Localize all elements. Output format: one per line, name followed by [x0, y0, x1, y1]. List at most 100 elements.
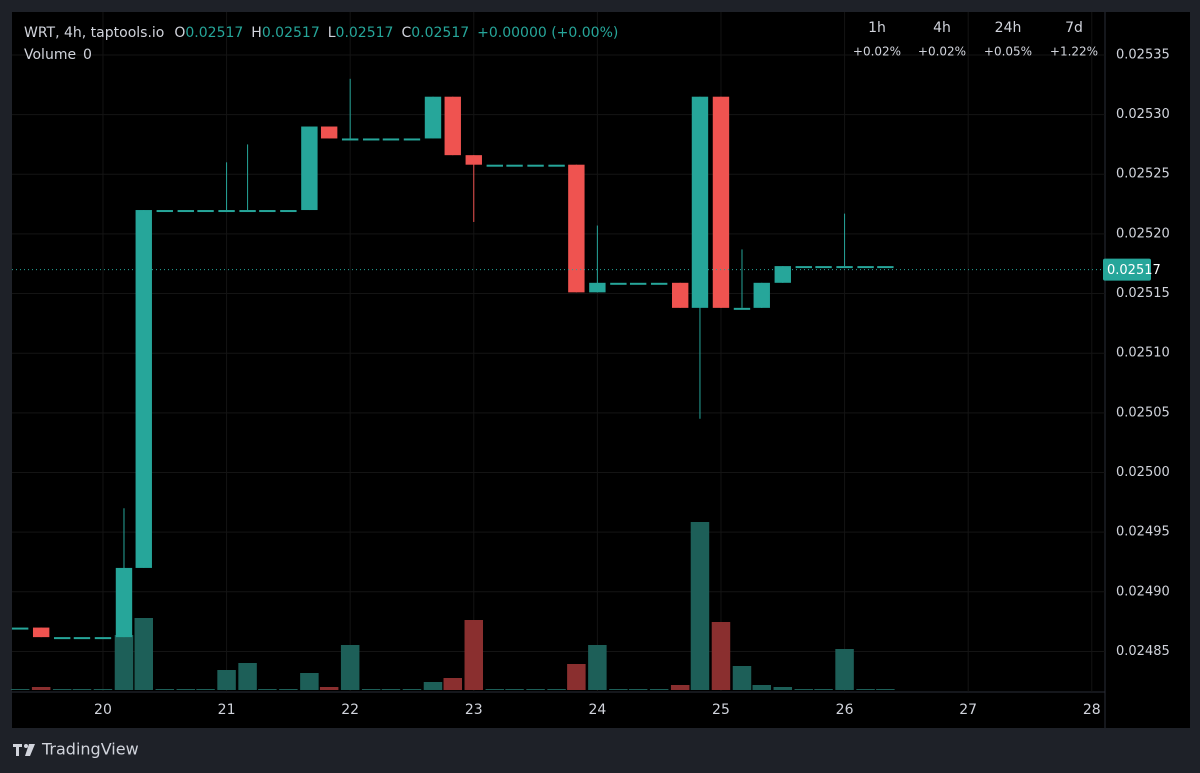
candle-body: [486, 164, 503, 167]
candle-body: [156, 210, 173, 213]
volume-bar: [279, 689, 298, 690]
volume-bar: [773, 687, 793, 690]
candle-body: [712, 96, 730, 308]
period: 7d: [1065, 20, 1083, 36]
volume-bar: [238, 663, 257, 690]
volume-label: Volume: [24, 47, 76, 63]
candle-body: [424, 96, 442, 139]
volume-bar: [155, 689, 175, 690]
y-tick-label: 0.02485: [1116, 644, 1170, 659]
volume-bar: [402, 689, 422, 690]
volume-bar: [856, 689, 875, 690]
candle-body: [177, 210, 194, 213]
ohlc-label: L: [328, 25, 336, 41]
candle-body: [280, 210, 297, 213]
chart-pane: [12, 12, 1190, 728]
period-change: +0.02%: [853, 45, 901, 59]
candle-body: [259, 210, 276, 213]
candle-body: [506, 164, 523, 167]
volume-bar: [464, 620, 484, 690]
x-tick-label: 26: [836, 702, 854, 718]
period-change: +0.02%: [918, 45, 966, 59]
y-tick-label: 0.02515: [1116, 286, 1170, 301]
ohlc-value: 0.02517: [262, 25, 320, 41]
volume-bar: [649, 689, 669, 690]
candle-body: [691, 96, 709, 308]
candle-body: [753, 282, 770, 308]
symbol: WRT, 4h, taptools.io: [24, 25, 164, 41]
volume-bar: [31, 687, 51, 690]
volume-bar: [794, 689, 814, 690]
volume-bar: [505, 689, 524, 690]
candle-body: [733, 307, 751, 310]
brand-logo: [13, 744, 35, 756]
ohlc-value: 0.02517: [185, 25, 243, 41]
volume-bar: [609, 689, 628, 690]
candle-body: [795, 266, 812, 269]
candle-body: [73, 637, 91, 640]
candle-body: [218, 210, 235, 213]
legend: WRT, 4h, taptools.io O0.02517 H0.02517 L0.0…: [24, 25, 618, 41]
period: 24h: [995, 20, 1022, 36]
last-price-label: 0.02517: [1107, 263, 1161, 278]
x-tick-label: 24: [588, 702, 606, 718]
x-tick-label: 25: [712, 702, 730, 718]
volume-bar: [176, 689, 196, 690]
x-tick-label: 28: [1083, 702, 1101, 718]
volume-bar: [835, 649, 854, 690]
volume-value: 0: [83, 47, 92, 63]
volume-bar: [526, 689, 545, 690]
ohlc-value: 0.02517: [411, 25, 469, 41]
candle-body: [239, 210, 256, 213]
candle-body: [650, 282, 668, 285]
volume-bar: [547, 689, 566, 690]
volume-bar: [381, 689, 401, 690]
candle-body: [568, 164, 585, 293]
y-tick-label: 0.02525: [1116, 167, 1170, 182]
period: 4h: [933, 20, 951, 36]
candle-body: [197, 210, 214, 213]
candle-body: [815, 266, 832, 269]
ohlc-label: O: [174, 25, 185, 41]
ohlc-value: 0.02517: [336, 25, 394, 41]
candle-body: [341, 138, 359, 141]
y-tick-label: 0.02530: [1116, 107, 1170, 122]
candle-body: [671, 282, 689, 308]
candle-body: [877, 266, 894, 269]
candle-body: [465, 155, 482, 165]
volume-bar: [258, 689, 277, 690]
volume-bar: [567, 664, 586, 690]
change: +0.00000 (+0.00%): [477, 25, 618, 41]
candle-body: [135, 210, 152, 568]
volume-bar: [588, 645, 607, 690]
candle-body: [301, 126, 318, 211]
volume-bar: [711, 622, 731, 690]
volume-bar: [196, 689, 215, 690]
y-tick-label: 0.02520: [1116, 226, 1170, 241]
candle-body: [11, 627, 29, 630]
volume-bar: [10, 689, 30, 690]
volume-bar: [319, 687, 339, 690]
x-tick-label: 20: [94, 702, 112, 718]
candle-body: [548, 164, 565, 167]
y-tick-label: 0.02500: [1116, 465, 1170, 480]
volume-bar: [732, 666, 752, 690]
last-price-badge: [1103, 258, 1151, 281]
candle-body: [774, 266, 791, 283]
volume-bar: [752, 685, 772, 690]
y-tick-label: 0.02510: [1116, 346, 1170, 361]
ohlc-label: C: [401, 25, 411, 41]
candle-body: [589, 282, 606, 293]
ohlc-label: H: [251, 25, 262, 41]
volume-bar: [340, 645, 360, 690]
x-tick-label: 22: [341, 702, 359, 718]
volume-bar: [300, 673, 319, 690]
candle-body: [382, 138, 400, 141]
volume-bar: [814, 689, 833, 690]
volume-bar: [93, 689, 113, 690]
volume-bar: [52, 689, 72, 690]
volume-bar: [134, 618, 154, 690]
volume-bar: [217, 670, 236, 690]
candle-body: [857, 266, 874, 269]
volume-bar: [670, 685, 690, 690]
